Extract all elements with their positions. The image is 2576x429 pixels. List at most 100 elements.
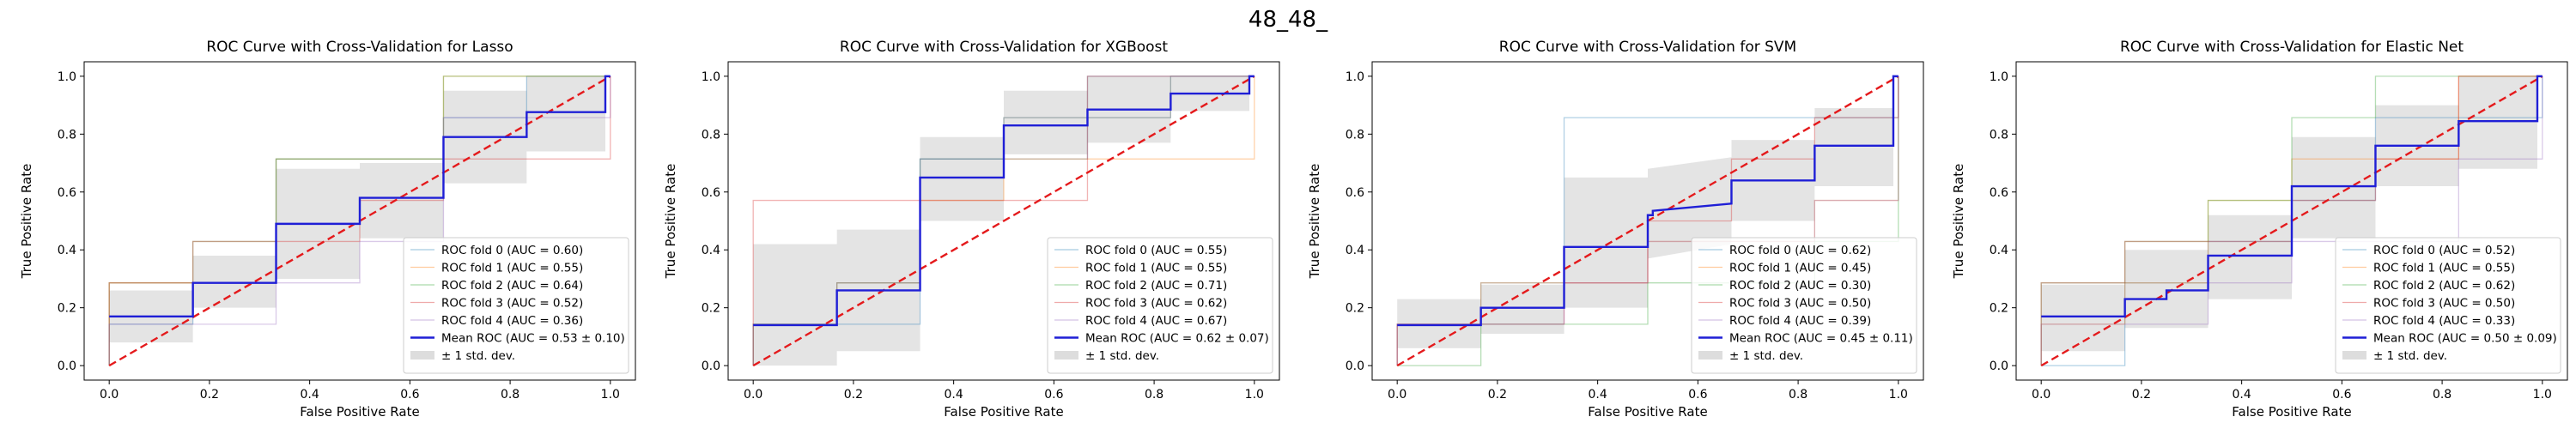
legend: ROC fold 0 (AUC = 0.55) ROC fold 1 (AUC =… — [1047, 237, 1273, 374]
legend-entry-label: Mean ROC (AUC = 0.62 ± 0.07) — [1085, 332, 1269, 346]
mean-roc-line — [753, 75, 1255, 327]
y-tick-label: 0.6 — [1990, 186, 2008, 200]
x-axis-label: False Positive Rate — [300, 404, 419, 420]
y-tick-label: 0.8 — [1346, 128, 1364, 142]
chart-title: ROC Curve with Cross-Validation for Lass… — [206, 39, 513, 56]
x-tick-label: 0.8 — [501, 388, 519, 402]
y-tick-label: 0.2 — [702, 302, 720, 316]
x-tick-label: 0.2 — [2132, 388, 2151, 402]
roc-fold-1-line — [108, 76, 611, 366]
legend-box — [1047, 237, 1273, 374]
chart-title: ROC Curve with Cross-Validation for XGBo… — [840, 39, 1169, 56]
y-tick-label: 0.4 — [1990, 244, 2008, 257]
x-tick-label: 0.2 — [200, 388, 219, 402]
legend-entry-label: ROC fold 4 (AUC = 0.67) — [1085, 314, 1227, 328]
y-axis-label: True Positive Rate — [1951, 164, 1966, 280]
x-tick-label: 0.6 — [2332, 388, 2351, 402]
legend-entry-label: ROC fold 4 (AUC = 0.33) — [2373, 314, 2515, 328]
x-tick-label: 1.0 — [601, 388, 620, 402]
x-tick-label: 0.0 — [2032, 388, 2050, 402]
y-tick-label: 0.4 — [1346, 244, 1364, 257]
mean-roc-line — [2041, 75, 2543, 317]
roc-fold-0-line — [108, 76, 611, 366]
y-tick-label: 0.0 — [1990, 360, 2008, 373]
legend-swatch-band — [1698, 351, 1722, 360]
x-tick-label: 0.8 — [1145, 388, 1163, 402]
x-axis-label: False Positive Rate — [1588, 404, 1707, 420]
chart-title: ROC Curve with Cross-Validation for Elas… — [2120, 39, 2464, 56]
legend-entry-label: ROC fold 2 (AUC = 0.71) — [1085, 279, 1227, 293]
roc-chart-svm: ROC Curve with Cross-Validation for SVM 0… — [1307, 39, 1924, 420]
legend-entry-label: ROC fold 4 (AUC = 0.39) — [1729, 314, 1871, 328]
x-tick-label: 0.0 — [100, 388, 118, 402]
y-tick-label: 0.4 — [702, 244, 720, 257]
legend-entry-label: Mean ROC (AUC = 0.50 ± 0.09) — [2373, 332, 2557, 346]
legend-entry-label: ROC fold 0 (AUC = 0.62) — [1729, 244, 1871, 257]
roc-fold-3-line — [108, 76, 611, 366]
roc-fold-2-line — [108, 76, 611, 366]
mean-roc-line — [1397, 75, 1899, 327]
y-tick-label: 0.6 — [1346, 186, 1364, 200]
legend-entry-label: ROC fold 3 (AUC = 0.62) — [1085, 297, 1227, 311]
legend-entry-label: ROC fold 0 (AUC = 0.52) — [2373, 244, 2515, 257]
x-axis-label: False Positive Rate — [944, 404, 1063, 420]
x-tick-label: 0.6 — [400, 388, 419, 402]
mean-roc-line — [109, 75, 611, 317]
roc-fold-3-line — [752, 76, 1255, 366]
legend-box — [1691, 237, 1917, 374]
y-axis-label: True Positive Rate — [19, 164, 34, 280]
x-tick-label: 0.2 — [1488, 388, 1507, 402]
roc-chart-elastic-net: ROC Curve with Cross-Validation for Elas… — [1951, 39, 2568, 420]
legend-entry-label: Mean ROC (AUC = 0.45 ± 0.11) — [1729, 332, 1913, 346]
legend-entry-label: ROC fold 3 (AUC = 0.50) — [2373, 297, 2515, 311]
legend-entry-label: ROC fold 4 (AUC = 0.36) — [441, 314, 583, 328]
x-tick-label: 0.0 — [744, 388, 762, 402]
legend-entry-label: ROC fold 2 (AUC = 0.64) — [441, 279, 583, 293]
roc-chart-xgboost: ROC Curve with Cross-Validation for XGBo… — [663, 39, 1280, 420]
roc-fold-2-line — [2040, 76, 2543, 366]
y-tick-label: 0.2 — [58, 302, 76, 316]
y-axis-label: True Positive Rate — [663, 164, 678, 280]
x-tick-label: 0.6 — [1044, 388, 1063, 402]
y-tick-label: 0.4 — [58, 244, 76, 257]
legend-swatch-band — [410, 351, 434, 360]
y-tick-label: 1.0 — [702, 70, 720, 84]
plot-frame — [2015, 61, 2568, 381]
x-axis-label: False Positive Rate — [2232, 404, 2351, 420]
x-tick-label: 0.2 — [844, 388, 863, 402]
legend-entry-label: ROC fold 0 (AUC = 0.60) — [441, 244, 583, 257]
legend-box — [2335, 237, 2561, 374]
y-tick-label: 0.6 — [702, 186, 720, 200]
x-tick-label: 1.0 — [1889, 388, 1908, 402]
y-tick-label: 0.0 — [58, 360, 76, 373]
chart-title: ROC Curve with Cross-Validation for SVM — [1499, 39, 1796, 56]
plot-frame — [83, 61, 636, 381]
x-tick-label: 0.8 — [2433, 388, 2451, 402]
legend-entry-label: ROC fold 2 (AUC = 0.30) — [1729, 279, 1871, 293]
y-tick-label: 0.2 — [1990, 302, 2008, 316]
legend-entry-label: ROC fold 1 (AUC = 0.45) — [1729, 262, 1871, 275]
legend: ROC fold 0 (AUC = 0.60) ROC fold 1 (AUC =… — [403, 237, 629, 374]
plot-frame — [1371, 61, 1924, 381]
y-tick-label: 0.8 — [58, 128, 76, 142]
legend: ROC fold 0 (AUC = 0.52) ROC fold 1 (AUC =… — [2335, 237, 2561, 374]
y-tick-label: 1.0 — [1990, 70, 2008, 84]
x-tick-label: 0.6 — [1688, 388, 1707, 402]
legend-box — [403, 237, 629, 374]
x-tick-label: 0.4 — [945, 388, 963, 402]
y-axis-label: True Positive Rate — [1307, 164, 1322, 280]
x-tick-label: 0.4 — [2233, 388, 2251, 402]
legend-entry-label: Mean ROC (AUC = 0.53 ± 0.10) — [441, 332, 625, 346]
legend-swatch-band — [2342, 351, 2366, 360]
y-tick-label: 0.0 — [702, 360, 720, 373]
y-tick-label: 1.0 — [1346, 70, 1364, 84]
x-tick-label: 0.8 — [1789, 388, 1807, 402]
legend-entry-label: ROC fold 3 (AUC = 0.52) — [441, 297, 583, 311]
legend-entry-label: ROC fold 1 (AUC = 0.55) — [1085, 262, 1227, 275]
legend-entry-label: ROC fold 1 (AUC = 0.55) — [2373, 262, 2515, 275]
y-tick-label: 0.6 — [58, 186, 76, 200]
legend-entry-label: ROC fold 2 (AUC = 0.62) — [2373, 279, 2515, 293]
x-tick-label: 1.0 — [2533, 388, 2552, 402]
x-tick-label: 0.0 — [1388, 388, 1406, 402]
